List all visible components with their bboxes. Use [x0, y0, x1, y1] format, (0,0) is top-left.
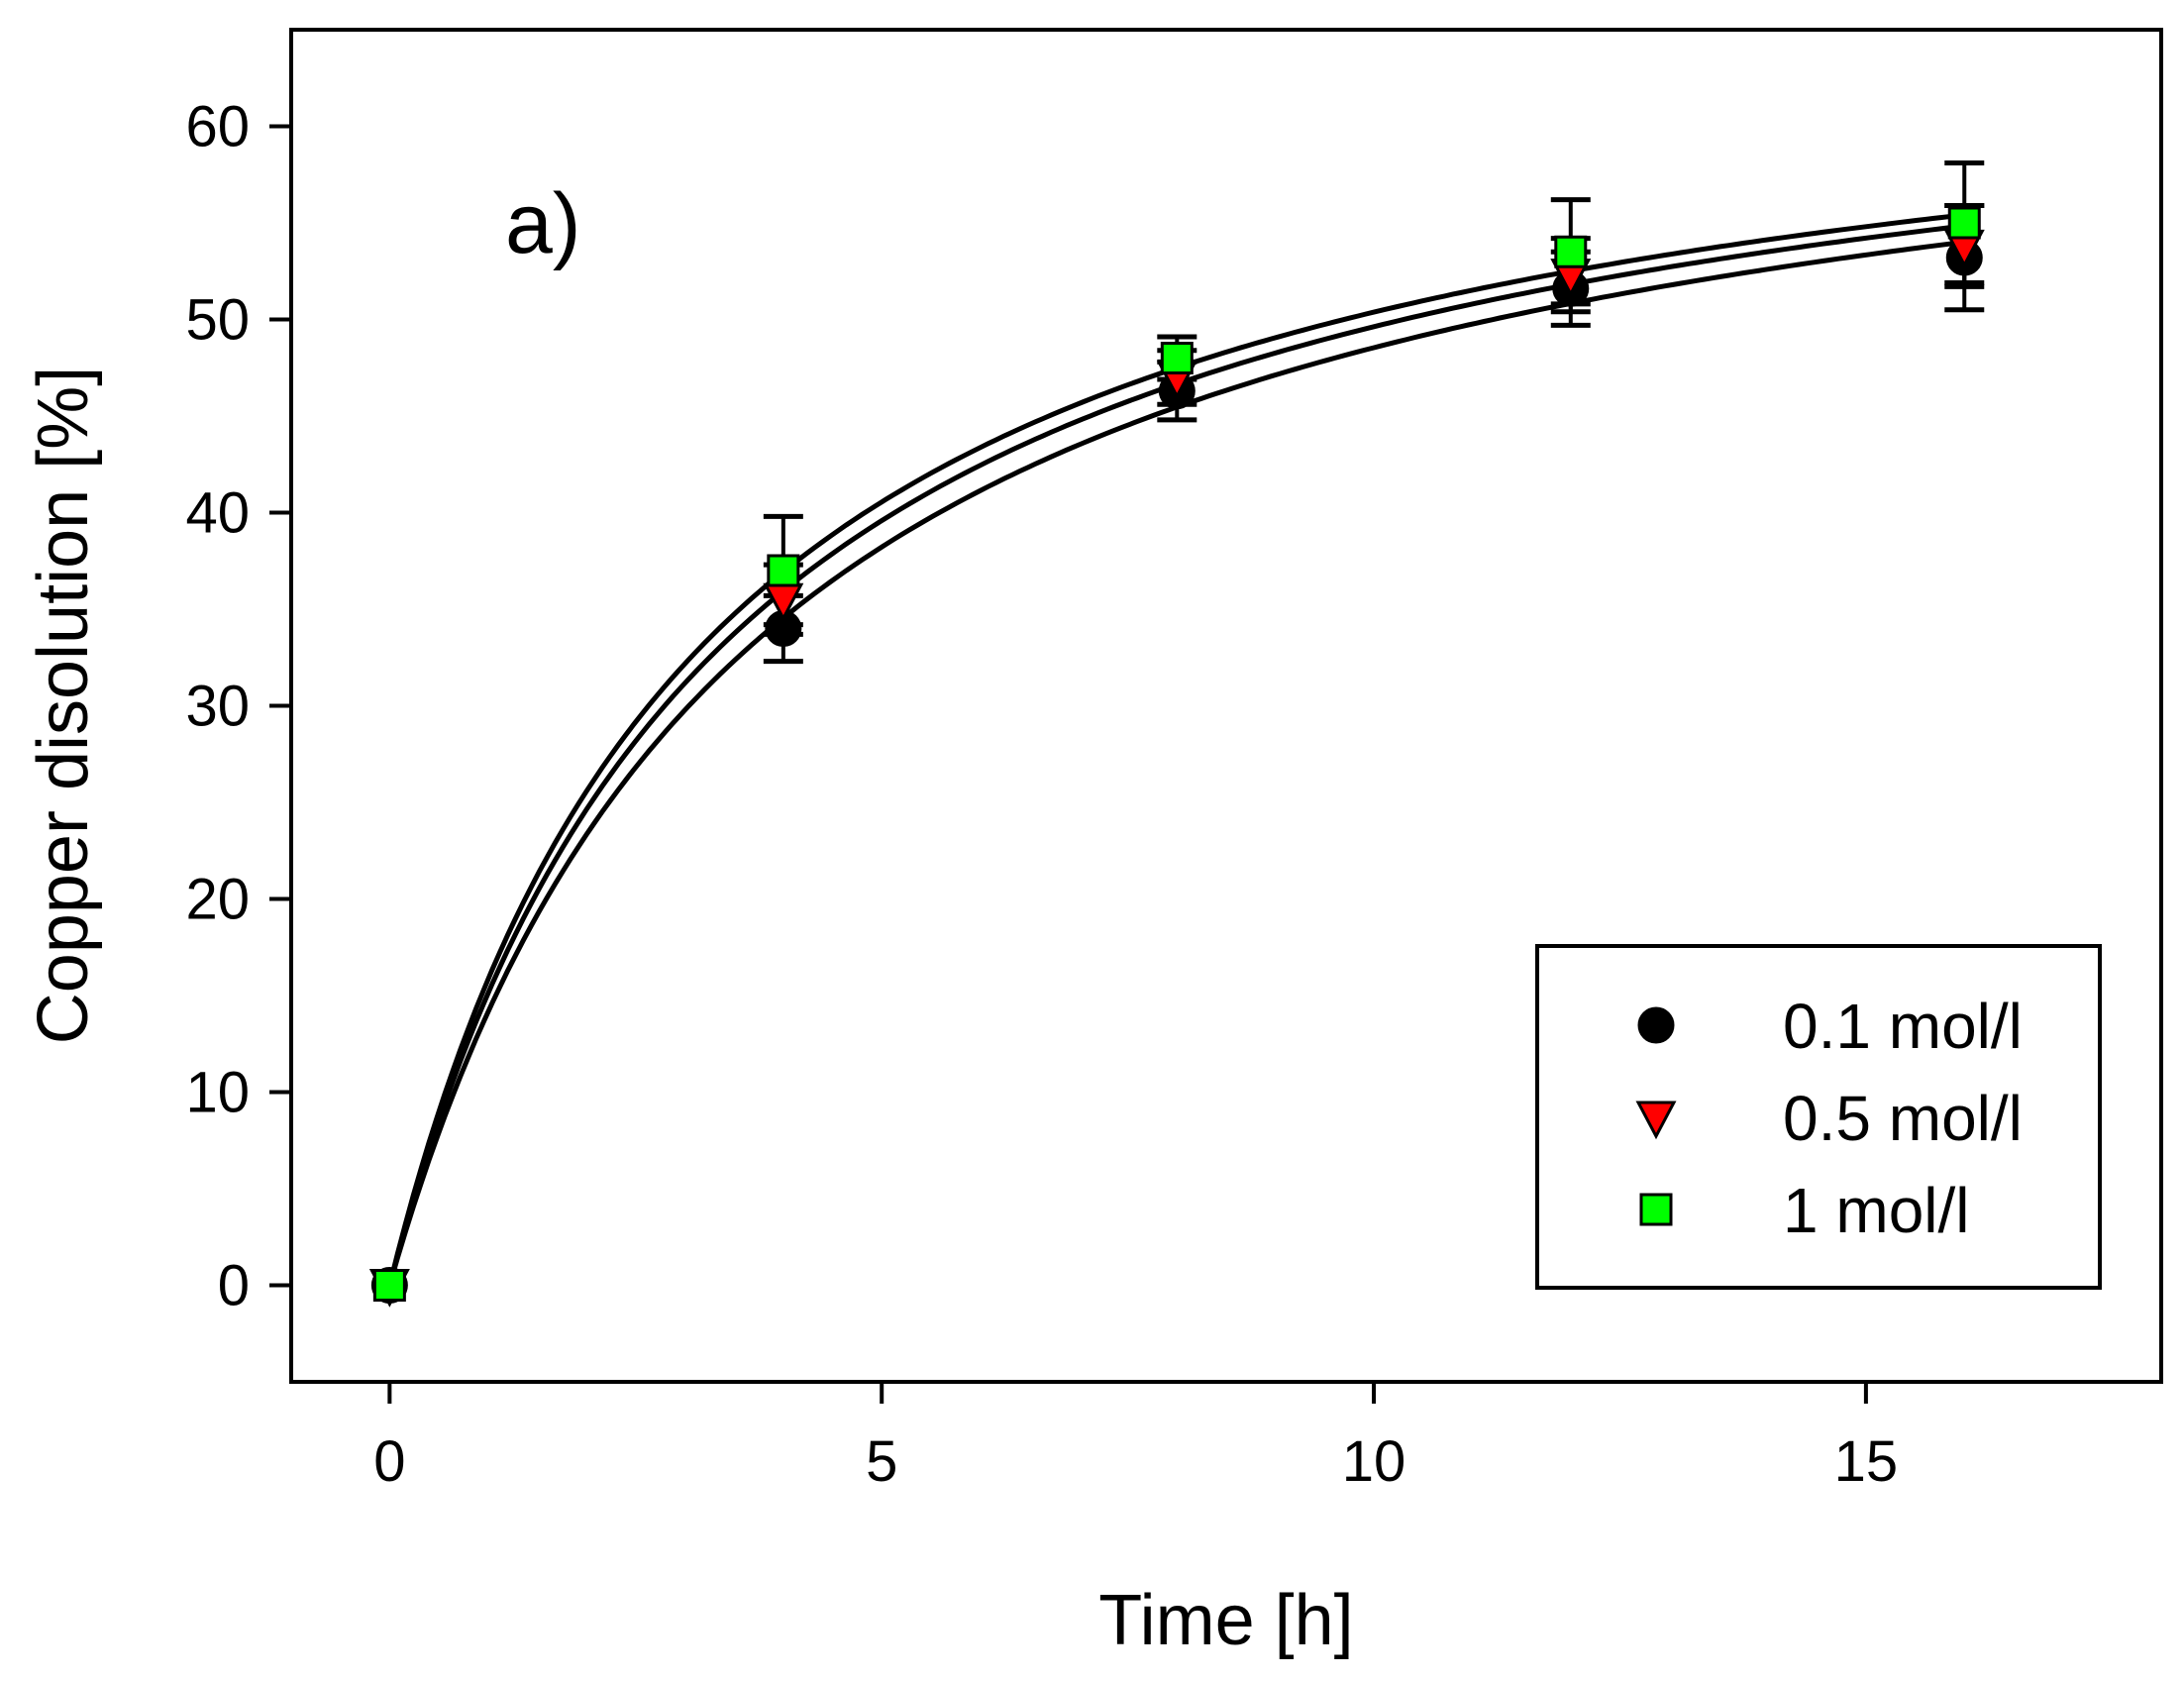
x-axis: 0 5 10 15	[373, 1382, 1898, 1494]
x-tick-label: 15	[1834, 1429, 1899, 1494]
panel-label: a)	[505, 176, 580, 271]
data-point	[1160, 342, 1194, 374]
legend-marker	[1637, 1006, 1675, 1044]
data-point	[1947, 206, 1981, 240]
y-tick-label: 40	[185, 481, 250, 546]
data-markers	[368, 206, 1985, 1308]
x-axis-title: Time [h]	[1098, 1581, 1353, 1660]
y-tick-label: 30	[185, 675, 250, 739]
error-bars	[763, 160, 1985, 665]
legend-marker	[1635, 1101, 1677, 1140]
legend-box	[1535, 944, 2102, 1290]
y-tick-label: 10	[185, 1061, 250, 1125]
y-axis-title: Copper disolution [%]	[24, 367, 103, 1044]
y-tick-label: 20	[185, 868, 250, 932]
legend-label: 1 mol/l	[1783, 1175, 1970, 1246]
y-tick-label: 0	[218, 1254, 250, 1318]
x-tick-label: 0	[373, 1429, 405, 1494]
legend: 0.1 mol/l 0.5 mol/l 1 mol/l	[1535, 944, 2102, 1290]
legend-marker	[1639, 1193, 1673, 1226]
data-point	[767, 554, 800, 587]
data-point	[1554, 235, 1588, 268]
x-tick-label: 10	[1342, 1429, 1406, 1494]
y-tick-label: 60	[185, 95, 250, 159]
legend-label: 0.5 mol/l	[1783, 1083, 2023, 1154]
y-tick-label: 50	[185, 288, 250, 353]
legend-label: 0.1 mol/l	[1783, 991, 2023, 1062]
data-point	[372, 1269, 406, 1302]
y-axis: 0 10 20 30 40 50 60	[185, 95, 291, 1318]
x-tick-label: 5	[866, 1429, 897, 1494]
